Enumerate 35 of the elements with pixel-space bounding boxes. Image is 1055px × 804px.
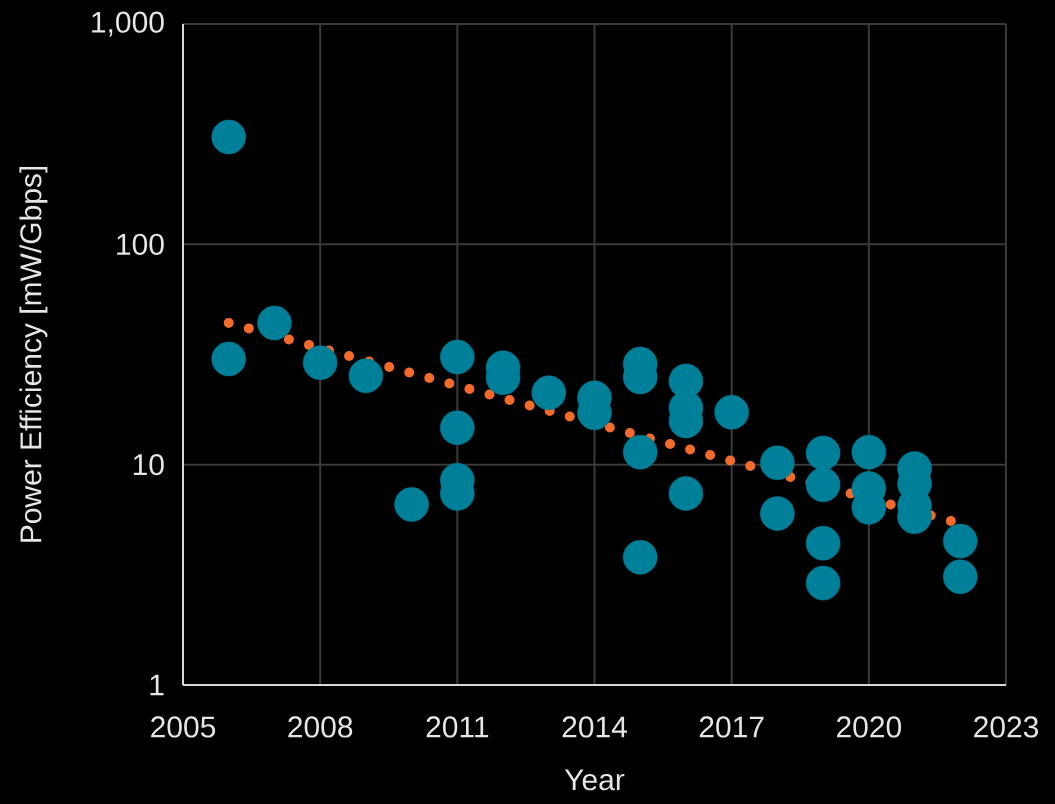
x-axis-title: Year bbox=[564, 769, 625, 791]
point bbox=[622, 539, 658, 575]
point bbox=[943, 523, 978, 559]
point bbox=[211, 341, 246, 377]
point bbox=[805, 565, 841, 601]
point bbox=[805, 467, 841, 503]
x-tick-label: 2011 bbox=[426, 716, 489, 738]
point bbox=[531, 375, 567, 411]
point bbox=[760, 445, 795, 481]
x-tick-label: 2014 bbox=[562, 716, 627, 738]
point bbox=[257, 305, 292, 341]
point bbox=[805, 435, 841, 471]
x-tick-label: 2005 bbox=[151, 716, 216, 738]
point bbox=[394, 487, 429, 522]
point bbox=[714, 394, 749, 430]
x-tick-label: 2008 bbox=[288, 716, 353, 738]
y-tick-label: 1,000 bbox=[92, 11, 164, 37]
point bbox=[851, 434, 887, 470]
point bbox=[348, 358, 384, 394]
y-tick-label: 100 bbox=[117, 233, 164, 255]
x-tick-label: 2023 bbox=[974, 716, 1039, 738]
y-tick-label: 1 bbox=[150, 674, 164, 696]
point bbox=[805, 525, 841, 561]
y-axis-title: Power Efficiency [mW/Gbps] bbox=[19, 166, 48, 542]
point bbox=[440, 410, 475, 446]
point bbox=[760, 496, 795, 531]
point bbox=[440, 339, 475, 375]
point bbox=[668, 476, 704, 511]
point bbox=[943, 559, 978, 595]
point bbox=[302, 345, 338, 381]
point bbox=[622, 434, 658, 470]
point bbox=[211, 119, 246, 155]
y-tick-label: 10 bbox=[133, 454, 164, 476]
x-tick-label: 2017 bbox=[699, 716, 764, 738]
x-tick-label: 2020 bbox=[836, 716, 902, 738]
